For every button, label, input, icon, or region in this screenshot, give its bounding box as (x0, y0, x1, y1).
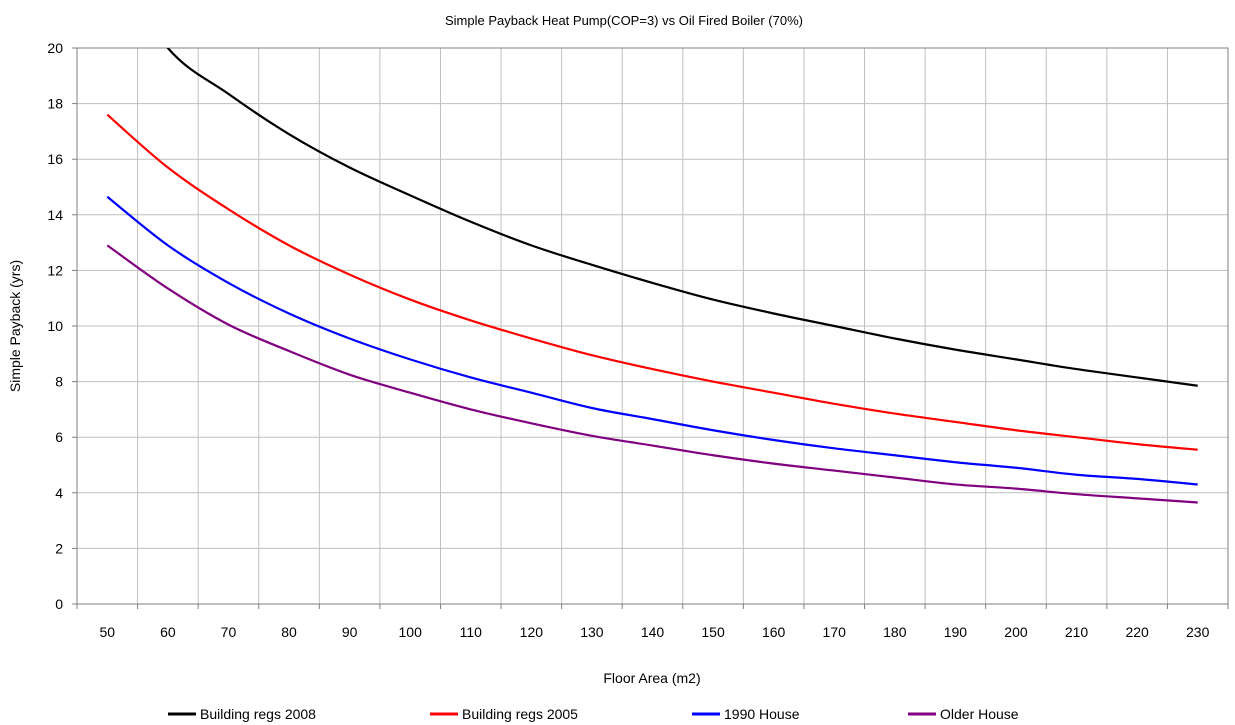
legend-label-older-house: Older House (940, 706, 1019, 722)
y-tick-label: 12 (47, 262, 63, 278)
x-tick-label: 80 (281, 624, 297, 640)
series-line-older-house (106, 244, 1198, 504)
x-tick-label: 200 (1004, 624, 1028, 640)
legend-label-building-regs-2008: Building regs 2008 (200, 706, 316, 722)
y-tick-label: 2 (55, 540, 63, 556)
x-tick-label: 180 (883, 624, 907, 640)
y-tick-labels: 0 2 4 6 8 10 12 14 16 18 20 (47, 40, 63, 612)
x-tick-label: 230 (1186, 624, 1210, 640)
y-tick-label: 18 (47, 96, 63, 112)
x-tick-label: 50 (100, 624, 116, 640)
x-tick-labels: 50 60 70 80 90 100 110 120 130 140 150 160 170 180 190… (100, 624, 1210, 640)
y-tick-label: 4 (55, 485, 63, 501)
x-tick-label: 220 (1125, 624, 1149, 640)
axes (72, 47, 1229, 609)
grid (77, 47, 1228, 605)
x-tick-label: 90 (342, 624, 358, 640)
x-tick-label: 130 (580, 624, 604, 640)
series-line-1990-house (106, 195, 1198, 486)
y-tick-label: 16 (47, 151, 63, 167)
chart-title: Simple Payback Heat Pump(COP=3) vs Oil F… (445, 13, 803, 28)
legend-label-1990-house: 1990 House (724, 706, 800, 722)
x-axis-title: Floor Area (m2) (603, 670, 700, 686)
series-line-building-regs-2008 (166, 48, 1198, 387)
x-tick-label: 140 (641, 624, 665, 640)
x-tick-label: 70 (221, 624, 237, 640)
x-tick-label: 110 (460, 624, 483, 640)
y-tick-label: 6 (55, 429, 63, 445)
x-tick-label: 150 (701, 624, 725, 640)
x-tick-label: 120 (520, 624, 544, 640)
x-tick-label: 170 (823, 624, 847, 640)
y-tick-label: 20 (47, 40, 63, 56)
series-line-building-regs-2005 (106, 113, 1198, 451)
y-tick-label: 10 (47, 318, 63, 334)
x-tick-label: 100 (399, 624, 423, 640)
x-tick-label: 210 (1065, 624, 1089, 640)
y-tick-label: 14 (47, 207, 63, 223)
y-tick-label: 0 (55, 596, 63, 612)
x-tick-label: 60 (160, 624, 176, 640)
legend: Building regs 2008 Building regs 2005 1990… (168, 706, 1019, 722)
legend-label-building-regs-2005: Building regs 2005 (462, 706, 578, 722)
y-tick-label: 8 (55, 374, 63, 390)
plot-area-border (76, 47, 1229, 605)
series-lines (106, 48, 1198, 504)
x-tick-label: 190 (944, 624, 968, 640)
x-tick-label: 160 (762, 624, 786, 640)
y-axis-title: Simple Payback (yrs) (7, 260, 23, 392)
